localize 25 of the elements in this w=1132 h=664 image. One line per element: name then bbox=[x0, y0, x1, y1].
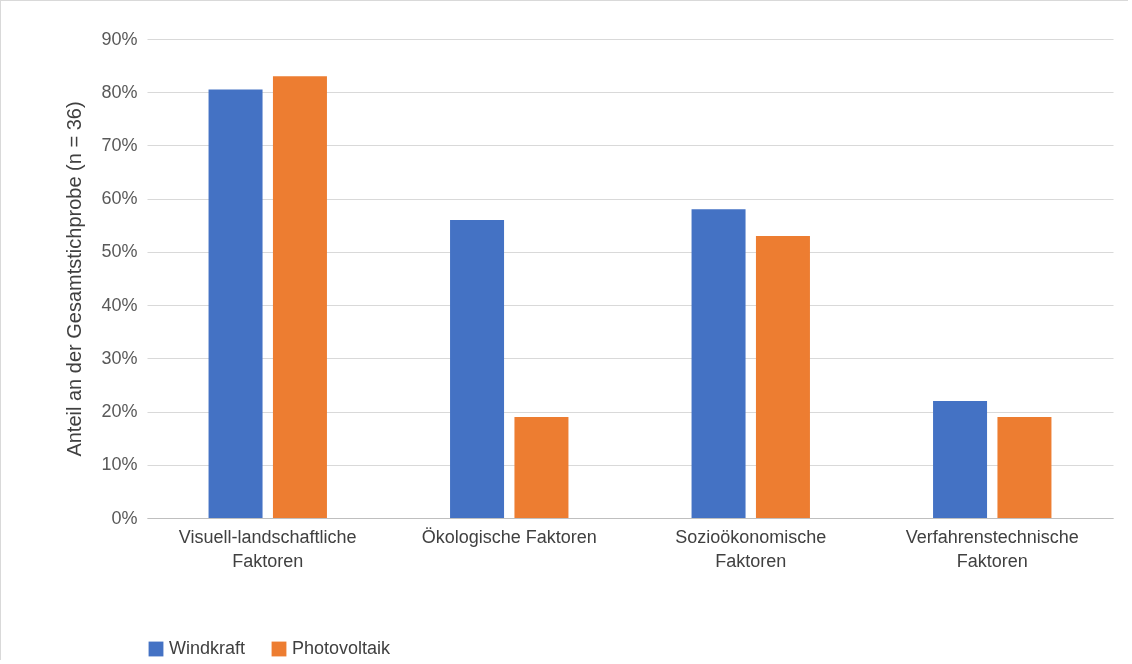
x-tick-label: Sozioökonomische Faktoren bbox=[675, 526, 827, 571]
y-tick-label: 80% bbox=[101, 81, 138, 102]
bar bbox=[450, 219, 505, 518]
y-tick-label: 90% bbox=[101, 28, 138, 49]
legend-label: Windkraft bbox=[169, 638, 246, 658]
bar bbox=[514, 416, 569, 518]
x-tick-label: Verfahrenstechnische Faktoren bbox=[905, 526, 1079, 571]
y-tick-label: 0% bbox=[111, 507, 138, 528]
bar bbox=[208, 89, 263, 518]
y-tick-label: 30% bbox=[101, 347, 138, 368]
y-tick-label: 10% bbox=[101, 454, 138, 475]
y-tick-label: 60% bbox=[101, 188, 138, 209]
y-tick-label: 70% bbox=[101, 134, 138, 155]
y-axis-title: Anteil an der Gesamtstichprobe (n = 36) bbox=[63, 101, 86, 457]
legend-label: Photovoltaik bbox=[292, 638, 392, 658]
y-tick-label: 40% bbox=[101, 294, 138, 315]
bar bbox=[933, 400, 988, 518]
bar bbox=[755, 235, 810, 518]
bar bbox=[691, 209, 746, 518]
y-tick-label: 50% bbox=[101, 241, 138, 262]
bar bbox=[997, 416, 1052, 518]
bar bbox=[272, 76, 327, 518]
x-tick-label: Visuell-landschaftliche Faktoren bbox=[178, 526, 357, 571]
y-tick-label: 20% bbox=[101, 401, 138, 422]
x-tick-label: Ökologische Faktoren bbox=[421, 526, 597, 547]
